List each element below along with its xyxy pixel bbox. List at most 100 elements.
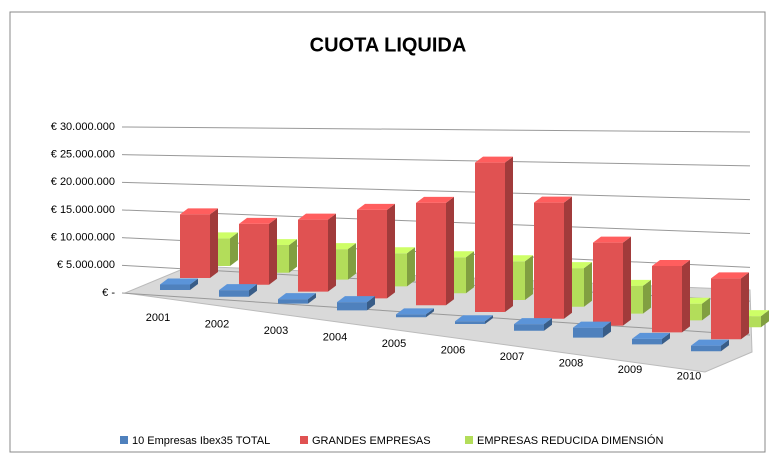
bar-face [298,213,336,220]
bar-face [308,293,316,304]
bar-face [475,156,513,163]
bar-face [230,232,238,266]
bar [298,213,336,292]
legend-label: 10 Empresas Ibex35 TOTAL [132,435,270,447]
x-tick-label: 2010 [677,370,701,382]
bar-face [180,214,210,278]
bar [337,296,375,311]
bar-face [711,272,749,279]
bar-face [534,196,572,203]
bar-face [219,290,249,297]
bar-face [298,219,328,292]
bar-face [584,262,592,307]
bar-face [396,308,434,315]
bar [691,339,729,352]
bar-face [337,296,375,303]
bar-face [180,208,218,215]
bar-face [278,299,308,304]
bar-face [593,236,631,243]
bar [514,318,552,331]
bar-face [416,196,454,203]
bar-face [475,162,505,312]
bar [711,272,749,340]
y-tick-label: € 15.000.000 [51,204,115,216]
bar-face [357,209,387,299]
bar-face [190,278,198,290]
bar-face [593,242,623,326]
bar-face [573,321,611,328]
bar-face [623,236,631,326]
bar-face [269,217,277,285]
x-tick-label: 2008 [559,357,583,369]
bar-face [278,293,316,300]
bar [593,236,631,326]
bar [652,260,690,333]
bar-face [239,223,269,285]
bar-face [632,338,662,345]
bar [278,293,316,304]
x-tick-label: 2007 [500,351,524,363]
bar-face [643,279,651,314]
legend-label: GRANDES EMPRESAS [312,435,431,447]
bar-face [357,203,395,210]
x-tick-label: 2009 [618,364,642,376]
y-tick-label: € 25.000.000 [51,149,115,161]
x-tick-label: 2005 [382,338,406,350]
bar-face [741,272,749,340]
bar-face [662,332,670,345]
bar-face [160,284,190,290]
x-tick-label: 2006 [441,344,465,356]
bar-face [426,308,434,318]
bar [632,332,670,345]
bar-face [711,278,741,340]
bar-face [219,284,257,291]
grid-line [121,181,751,201]
bar-face [387,203,395,299]
bar-face [367,296,375,311]
bar [239,217,277,285]
y-tick-label: € 10.000.000 [51,232,115,244]
bar-face [505,156,513,312]
bar-face [564,196,572,319]
bar-face [455,315,493,322]
bar-face [249,284,257,297]
bar-face [466,251,474,294]
x-tick-label: 2003 [264,325,288,337]
bar-face [514,324,544,331]
bar [573,321,611,338]
bar-face [691,345,721,352]
bar-face [702,297,710,321]
bar [180,208,218,278]
bar-face [239,217,277,224]
bar [534,196,572,319]
bar-face [682,260,690,333]
y-tick-label: € 20.000.000 [51,176,115,188]
bar-face [160,278,198,285]
bar-face [455,321,485,324]
bar-face [289,239,297,273]
bar [160,278,198,290]
bar-face [514,318,552,325]
bar-face [573,327,603,338]
bar-face [328,213,336,292]
bar [455,315,493,324]
bar-face [652,266,682,333]
bar-face [691,339,729,346]
y-tick-label: € 5.000.000 [57,259,115,271]
bar-face [544,318,552,331]
legend-label: EMPRESAS REDUCIDA DIMENSIÓN [477,434,663,447]
x-tick-label: 2002 [205,318,229,330]
bar [396,308,434,318]
bar-face [446,196,454,306]
grid-line [121,292,751,336]
bar-face [485,315,493,324]
bar [219,284,257,297]
bar-face [652,260,690,266]
bar-face [761,310,769,328]
bar-face [525,255,533,300]
legend-swatch [465,436,473,444]
bar-face [632,332,670,339]
x-tick-label: 2004 [323,331,347,343]
bar [416,196,454,306]
